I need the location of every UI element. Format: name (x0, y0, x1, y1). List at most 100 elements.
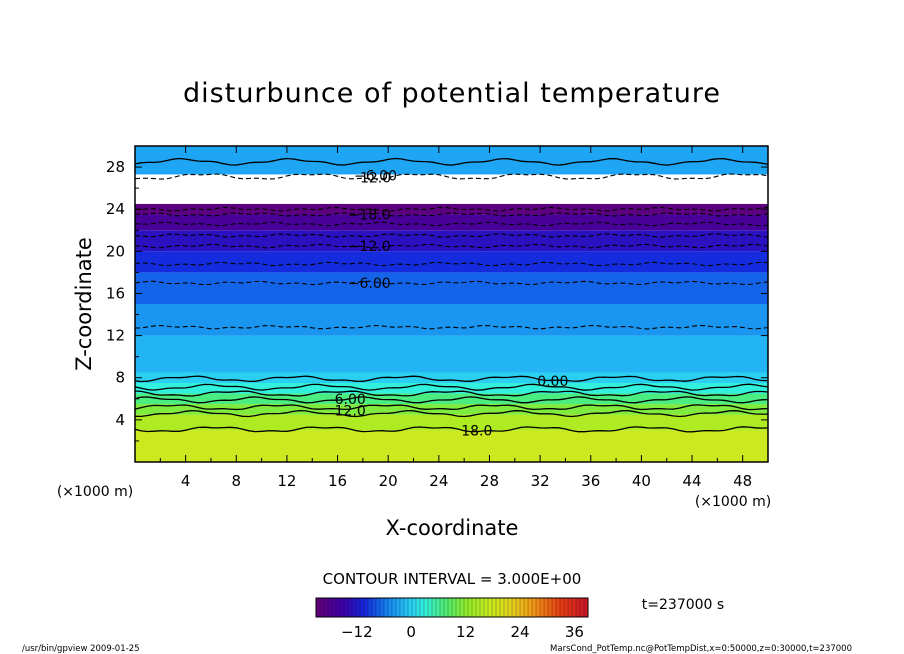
colorbar-swatch (479, 597, 485, 618)
colorbar-swatch (403, 597, 409, 618)
colorbar-ticks: −12 0 12 24 36 (341, 623, 584, 641)
contour-label: 12.0 (335, 403, 366, 419)
colorbar-swatch (411, 597, 417, 618)
contour-line (135, 409, 768, 418)
contour-lines (135, 157, 768, 433)
contour-line (135, 404, 768, 411)
colorbar-swatch (495, 597, 501, 618)
field-band (135, 272, 768, 304)
colorbar-frame (315, 597, 589, 618)
contour-label: 18.0 (461, 423, 492, 439)
colorbar-swatch (535, 597, 541, 618)
colorbar-swatch (423, 597, 429, 618)
x-tick-label: 20 (379, 472, 398, 490)
field-band (135, 304, 768, 336)
colorbar-swatch (527, 597, 533, 618)
colorbar-tick-label: 0 (406, 623, 416, 641)
contour-line (135, 390, 768, 397)
colorbar-swatch (563, 597, 569, 618)
colorbar-swatch (435, 597, 441, 618)
colorbar-swatch (383, 597, 389, 618)
colorbar-swatch (579, 597, 585, 618)
field-band (135, 251, 768, 273)
x-tick-label: 32 (531, 472, 550, 490)
colorbar-tick-label: 24 (510, 623, 529, 641)
contour-label: 6.00 (335, 392, 366, 408)
colorbar-swatch (415, 597, 421, 618)
x-tick-label: 40 (632, 472, 651, 490)
x-tick-label: 8 (232, 472, 242, 490)
x-tick-label: 36 (581, 472, 600, 490)
colorbar-swatch (367, 597, 373, 618)
colorbar-swatch (575, 597, 581, 618)
colorbar-swatch (419, 597, 425, 618)
colorbar-swatch (555, 597, 561, 618)
colorbar-swatch (319, 597, 325, 618)
colorbar-swatch (523, 597, 529, 618)
colorbar-swatch (447, 597, 453, 618)
colorbar-swatch (335, 597, 341, 618)
colorbar-swatch (387, 597, 393, 618)
colorbar-swatch (323, 597, 329, 618)
colorbar-swatch (339, 597, 345, 618)
contour-line (135, 221, 768, 227)
colorbar-swatch (451, 597, 457, 618)
colorbar-swatch (395, 597, 401, 618)
field-band (135, 335, 768, 373)
colorbar-swatch (391, 597, 397, 618)
y-unit-label: (×1000 m) (57, 484, 133, 500)
y-tick-label: 4 (115, 411, 125, 429)
x-axis-label: X-coordinate (386, 516, 519, 540)
colorbar-swatch (539, 597, 545, 618)
y-tick-label: 16 (106, 284, 125, 302)
contour-line (135, 280, 768, 286)
colorbar-swatch (559, 597, 565, 618)
colorbar-swatch (519, 597, 525, 618)
x-tick-label: 44 (682, 472, 701, 490)
contour-line (135, 233, 768, 238)
x-tick-label: 12 (277, 472, 296, 490)
colorbar-swatch (327, 597, 333, 618)
colorbar-swatch (503, 597, 509, 618)
field-band (135, 214, 768, 231)
colorbar-swatch (515, 597, 521, 618)
colorbar-swatch (487, 597, 493, 618)
colorbar-swatch (475, 597, 481, 618)
colorbar-swatch (407, 597, 413, 618)
contour-line (135, 157, 768, 166)
footer-right: MarsCond_PotTemp.nc@PotTempDist,x=0:5000… (550, 644, 852, 654)
colorbar-swatch (315, 597, 321, 618)
contour-label: −6.00 (354, 168, 397, 184)
field-band (135, 203, 768, 215)
colorbar-swatch (499, 597, 505, 618)
colorbar-tick-label: 12 (456, 623, 475, 641)
contour-line (135, 206, 768, 212)
x-tick-label: 28 (480, 472, 499, 490)
colorbar-swatch (379, 597, 385, 618)
field-band (135, 414, 768, 431)
heatmap-field (135, 146, 768, 462)
colorbar-swatch (343, 597, 349, 618)
x-axis-ticks: 4 8 12 16 20 24 28 32 36 40 44 48 (159, 146, 752, 490)
y-tick-label: 24 (106, 200, 125, 218)
contour-label: 0.00 (537, 374, 568, 390)
x-tick-label: 4 (181, 472, 191, 490)
colorbar-swatch (359, 597, 365, 618)
colorbar-swatch (371, 597, 377, 618)
time-label: t=237000 s (642, 597, 724, 613)
plot-frame (134, 145, 769, 463)
x-tick-label: 24 (429, 472, 448, 490)
y-tick-label: 12 (106, 327, 125, 345)
field-band (135, 372, 768, 383)
contour-line (135, 243, 768, 249)
colorbar-swatch (431, 597, 437, 618)
colorbar-swatch (399, 597, 405, 618)
y-tick-label: 28 (106, 158, 125, 176)
contour-line (135, 396, 768, 404)
colorbar-swatch (543, 597, 549, 618)
colorbar-swatch (531, 597, 537, 618)
colorbar-swatch (463, 597, 469, 618)
colorbar-swatch (511, 597, 517, 618)
colorbar-swatch (363, 597, 369, 618)
